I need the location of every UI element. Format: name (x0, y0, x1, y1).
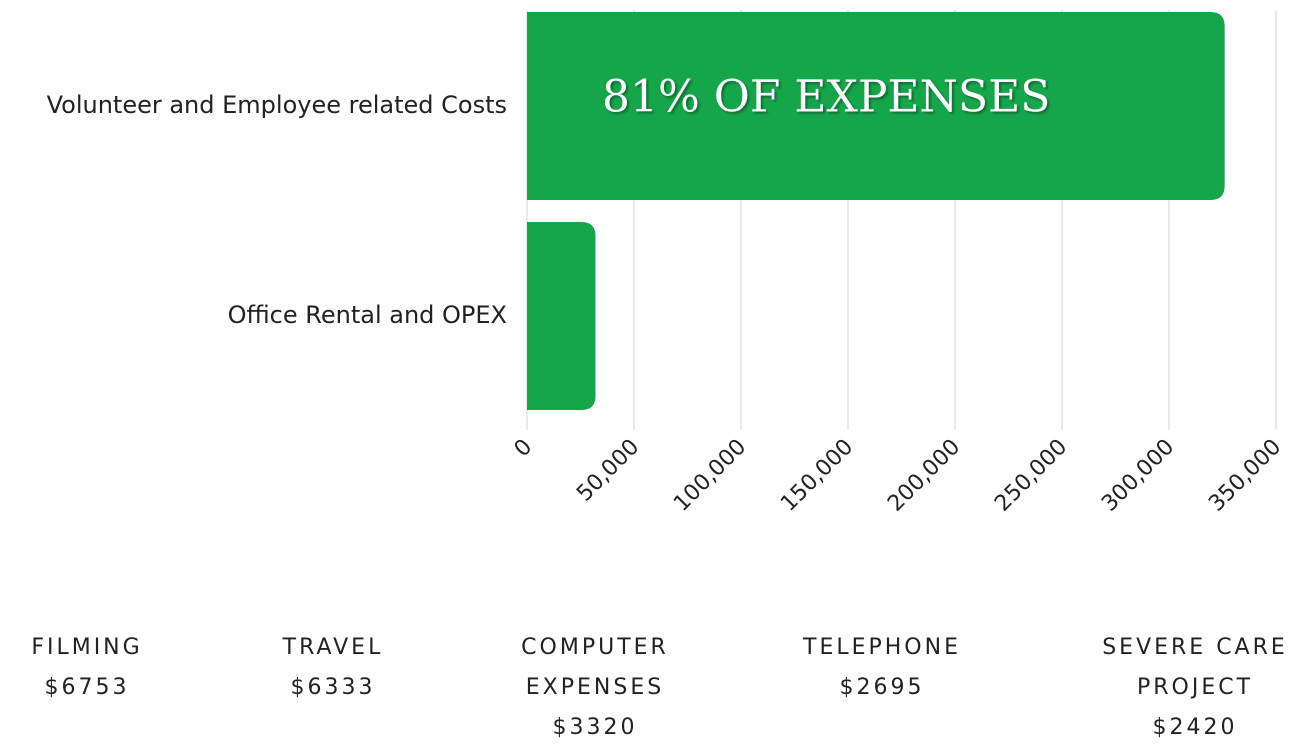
x-tick-label: 0 (510, 435, 538, 463)
item-name: TRAVEL (282, 635, 384, 660)
item-amount: $2420 (1152, 715, 1238, 740)
x-tick-label: 100,000 (669, 435, 751, 517)
item-name: SEVERE CARE PROJECT (1102, 635, 1288, 700)
bar (527, 222, 596, 410)
x-tick-label: 350,000 (1204, 435, 1286, 517)
item-amount: $6753 (44, 675, 130, 700)
expense-item: SEVERE CARE PROJECT $2420 (1090, 628, 1300, 748)
item-name: TELEPHONE (803, 635, 961, 660)
item-amount: $3320 (552, 715, 638, 740)
item-name: FILMING (31, 635, 143, 660)
item-amount: $6333 (290, 675, 376, 700)
category-label: Office Rental and OPEX (228, 301, 507, 329)
item-amount: $2695 (839, 675, 925, 700)
expense-item: TRAVEL $6333 (228, 628, 438, 708)
chart: 0 50,000 100,000 150,000 200,000 250,000 300,0… (47, 10, 1286, 517)
bar (527, 12, 1225, 200)
x-tick-label: 200,000 (883, 435, 965, 517)
expense-item: TELEPHONE $2695 (777, 628, 987, 708)
x-tick-label: 50,000 (572, 435, 644, 507)
expense-item: COMPUTER EXPENSES $3320 (490, 628, 700, 748)
x-tick-label: 250,000 (990, 435, 1072, 517)
x-tick-label: 150,000 (776, 435, 858, 517)
expense-item: FILMING $6753 (0, 628, 192, 708)
item-name: COMPUTER EXPENSES (521, 635, 669, 700)
x-tick-label: 300,000 (1097, 435, 1179, 517)
category-label: Volunteer and Employee related Costs (47, 91, 507, 119)
annotation: 81% OF EXPENSES (602, 72, 1050, 123)
